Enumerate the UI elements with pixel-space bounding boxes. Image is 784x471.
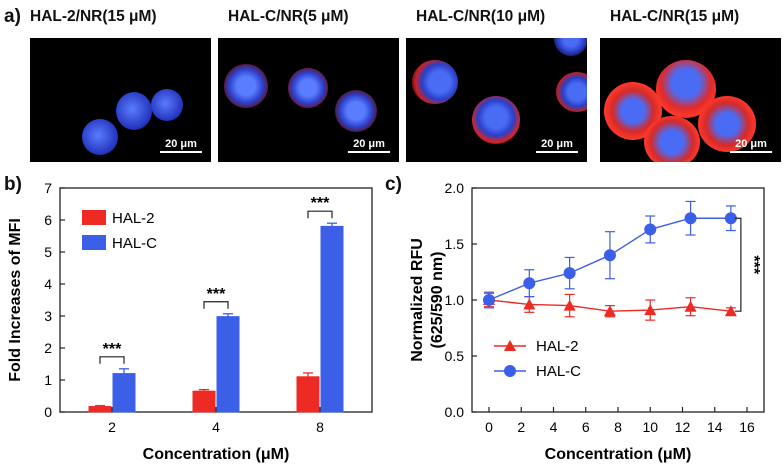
plot-frame <box>471 187 765 413</box>
y-tick-label: 2.0 <box>445 180 465 196</box>
bar-hal-2 <box>192 390 216 413</box>
legend-label-hal-c: HAL-C <box>112 235 157 252</box>
line-chart-rfu: 0.0 0.5 1.0 1.5 2.0 0 2 4 6 8 10 12 14 16 *** HAL-2 HAL-… <box>409 180 765 463</box>
significance-label: *** <box>207 286 226 303</box>
legend-label-hal-2: HAL-2 <box>112 210 155 227</box>
y-tick-label: 3 <box>44 308 52 324</box>
bar-hal-2 <box>296 376 320 413</box>
legend-marker-hal-2 <box>504 340 516 351</box>
panel-c-letter: c) <box>385 174 402 195</box>
significance-bracket <box>203 301 229 309</box>
scale-bar: 20 μm <box>536 138 578 153</box>
image-label-2: HAL-C/NR(5 μM) <box>228 8 349 25</box>
x-tick-label: 4 <box>212 419 220 435</box>
legend-marker-hal-c <box>504 365 516 377</box>
significance-bracket <box>734 217 742 312</box>
micrograph-hal2-15: 20 μm <box>30 38 211 162</box>
x-tick-label: 4 <box>550 419 558 435</box>
legend-swatch-hal-c <box>82 235 106 250</box>
y-axis-label: Normalized RFU (625/590 nm) <box>409 238 446 362</box>
data-point-hal-2 <box>603 305 616 317</box>
bar-hal-c <box>216 316 240 413</box>
significance-label: *** <box>103 341 122 358</box>
micrograph-halc-10: 20 μm <box>406 38 587 162</box>
data-point-hal-2 <box>684 300 697 312</box>
significance-bracket <box>307 210 333 219</box>
image-label-3: HAL-C/NR(10 μM) <box>416 8 546 25</box>
y-tick-label: 0 <box>44 404 52 420</box>
legend-swatch-hal-2 <box>82 210 106 225</box>
micrograph-halc-5: 20 μm <box>218 38 399 162</box>
panel-b-letter: b) <box>4 174 22 195</box>
x-tick-label: 6 <box>582 419 590 435</box>
bar-hal-c <box>320 225 344 413</box>
y-tick-label: 7 <box>44 180 52 196</box>
y-tick-label: 1.5 <box>445 236 465 252</box>
scale-bar: 20 μm <box>730 138 772 153</box>
legend-label-hal-2: HAL-2 <box>536 338 579 355</box>
y-tick-label: 4 <box>44 276 52 292</box>
micrograph-halc-15: 20 μm <box>600 38 781 162</box>
data-point-hal-c <box>563 267 576 280</box>
x-tick-label: 8 <box>614 419 622 435</box>
scale-bar: 20 μm <box>160 138 202 153</box>
x-tick-label: 0 <box>485 419 493 435</box>
x-tick-label: 8 <box>316 419 324 435</box>
data-point-hal-2 <box>523 298 536 310</box>
x-axis-label: Concentration (μM) <box>143 446 290 463</box>
significance-label: *** <box>311 195 330 212</box>
panel-a-letter: a) <box>4 6 21 27</box>
bar-hal-c <box>112 373 136 413</box>
data-point-hal-c <box>523 277 536 290</box>
y-tick-label: 2 <box>44 340 52 356</box>
x-tick-label: 14 <box>707 419 723 435</box>
y-tick-label: 1 <box>44 372 52 388</box>
x-tick-label: 10 <box>642 419 658 435</box>
data-point-hal-2 <box>644 304 657 316</box>
x-tick-label: 16 <box>739 419 755 435</box>
x-tick-label: 2 <box>517 419 525 435</box>
data-point-hal-c <box>483 294 495 306</box>
x-tick-label: 12 <box>675 419 691 435</box>
y-tick-label: 0.5 <box>445 348 465 364</box>
image-label-4: HAL-C/NR(15 μM) <box>610 8 740 25</box>
y-tick-label: 1.0 <box>445 292 465 308</box>
y-tick-label: 0.0 <box>445 404 465 420</box>
scale-bar: 20 μm <box>348 138 390 153</box>
data-point-hal-c <box>644 223 657 236</box>
bar-hal-2 <box>88 406 112 413</box>
x-tick-label: 2 <box>108 419 116 435</box>
bar-chart-mfi: 0 1 2 3 4 5 6 7 2 *** 4 *** 8 *** HAL-2 HAL-C Concentrat… <box>7 180 373 463</box>
image-label-1: HAL-2/NR(15 μM) <box>30 8 157 25</box>
data-point-hal-c <box>684 212 697 225</box>
legend-label-hal-c: HAL-C <box>536 363 581 380</box>
x-axis-label: Concentration (μM) <box>545 446 692 463</box>
data-point-hal-c <box>724 212 737 225</box>
data-point-hal-2 <box>563 299 576 311</box>
significance-label: *** <box>745 255 762 274</box>
data-point-hal-c <box>603 249 616 262</box>
y-tick-label: 5 <box>44 244 52 260</box>
y-axis-label: Fold Increases of MFI <box>7 218 24 382</box>
y-tick-label: 6 <box>44 212 52 228</box>
significance-bracket <box>99 356 125 364</box>
data-point-hal-2 <box>724 305 737 317</box>
